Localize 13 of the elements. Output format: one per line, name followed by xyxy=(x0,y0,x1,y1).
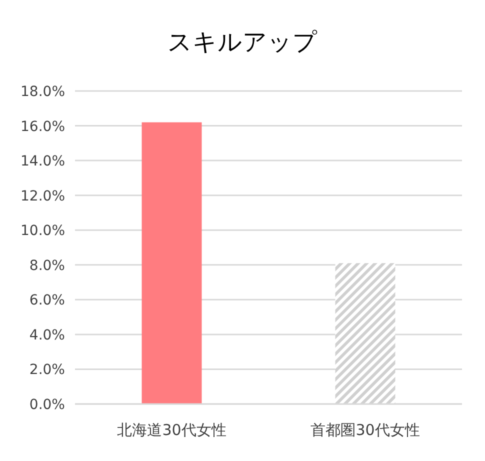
y-tick-label: 12.0% xyxy=(20,188,65,204)
chart-title: スキルアップ xyxy=(168,28,318,56)
y-tick-label: 8.0% xyxy=(29,258,65,274)
y-tick-label: 18.0% xyxy=(20,84,65,100)
y-tick-label: 16.0% xyxy=(20,118,65,135)
y-tick-label: 0.0% xyxy=(29,397,65,413)
y-tick-label: 6.0% xyxy=(29,292,65,309)
y-tick-label: 2.0% xyxy=(29,362,65,378)
x-tick-label: 首都圏30代女性 xyxy=(310,421,420,439)
y-tick-label: 10.0% xyxy=(20,223,65,240)
x-tick-label: 北海道30代女性 xyxy=(117,421,226,439)
y-tick-label: 14.0% xyxy=(20,154,65,170)
y-tick-label: 4.0% xyxy=(29,327,65,344)
